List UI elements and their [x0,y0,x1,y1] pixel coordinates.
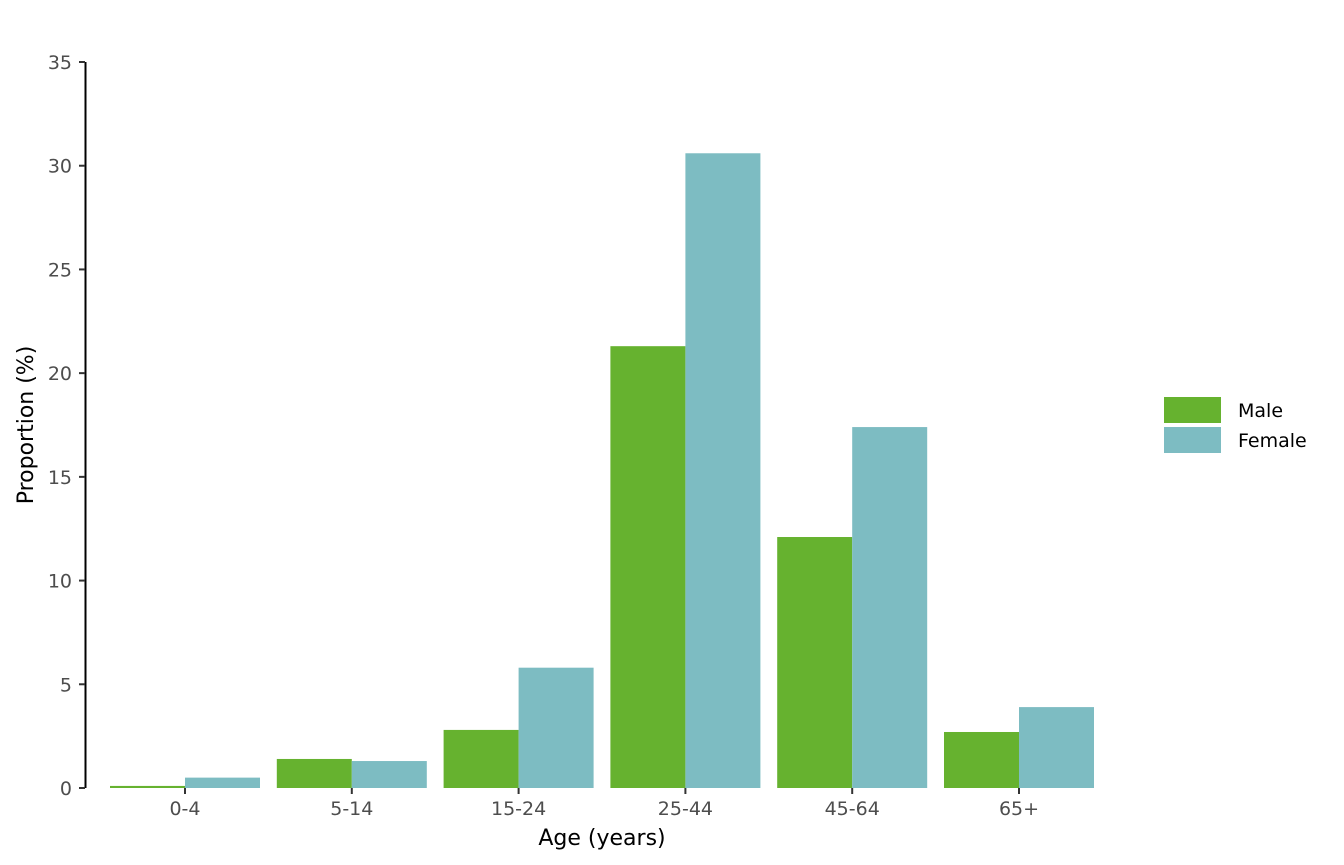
legend-swatch-female [1164,427,1221,453]
bar-female-45-64 [852,427,928,788]
y-tick-label: 5 [60,674,72,696]
bar-male-25-44 [610,346,686,788]
y-axis-title: Proportion (%) [14,346,39,505]
x-tick-label: 5-14 [330,798,373,820]
y-tick-label: 15 [48,467,72,489]
bar-male-65+ [944,731,1019,788]
y-tick-label: 30 [48,156,72,178]
x-axis-title: Age (years) [538,826,665,851]
x-tick-label: 0-4 [169,798,200,820]
bar-male-45-64 [777,537,853,788]
x-tick-label: 65+ [999,798,1039,820]
x-tick-label: 15-24 [491,798,546,820]
y-tick-label: 20 [48,363,72,385]
bar-female-65+ [1019,707,1094,788]
legend-label-female: Female [1238,430,1307,452]
bar-female-5-14 [351,761,427,788]
legend-label-male: Male [1238,400,1283,422]
bar-female-0-4 [185,777,260,788]
x-axis: 0-4 5-14 15-24 25-44 45-64 65+ [169,788,1039,820]
y-tick-label: 0 [60,778,72,800]
legend: Male Female [1164,397,1307,453]
bars-group [110,153,1094,789]
bar-male-0-4 [110,785,185,788]
x-tick-label: 25-44 [658,798,713,820]
bar-male-15-24 [443,729,519,788]
bar-female-25-44 [685,153,761,789]
y-tick-label: 10 [48,571,72,593]
legend-swatch-male [1164,397,1221,423]
bar-female-15-24 [518,667,594,788]
y-axis: 0 5 10 15 20 25 30 35 [48,52,87,800]
x-tick-label: 45-64 [825,798,880,820]
y-tick-label: 25 [48,259,72,281]
y-tick-label: 35 [48,52,72,74]
bar-male-5-14 [276,758,352,788]
